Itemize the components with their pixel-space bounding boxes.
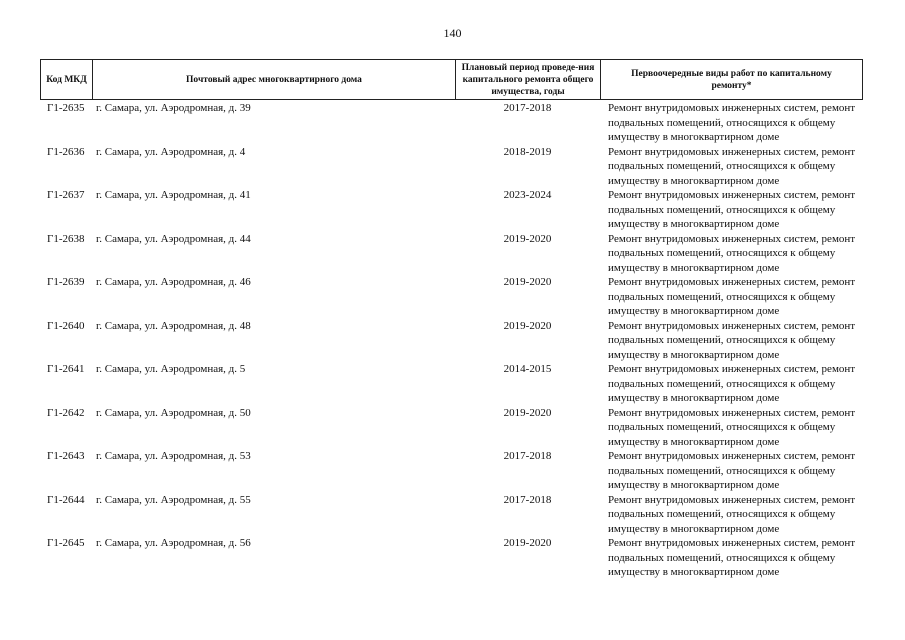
cell-code: Г1-2635	[47, 102, 85, 114]
table-row: Г1-2636 г. Самара, ул. Аэродромная, д. 4 2…	[40, 145, 863, 189]
cell-period: 2019-2020	[503, 319, 552, 332]
cell-works: Ремонт внутридомовых инженерных систем, …	[608, 102, 856, 143]
cell-works: Ремонт внутридомовых инженерных систем, …	[608, 319, 856, 361]
cell-period: 2019-2020	[503, 406, 552, 419]
cell-period: 2018-2019	[503, 145, 552, 158]
cell-code: Г1-2636	[47, 145, 85, 158]
table-row: Г1-2635 г. Самара, ул. Аэродромная, д. 39…	[40, 101, 863, 145]
table-row: Г1-2637 г. Самара, ул. Аэродромная, д. 41…	[40, 188, 863, 232]
header-address: Почтовый адрес многоквартирного дома	[93, 60, 456, 99]
cell-code: Г1-2644	[47, 493, 85, 506]
table-row: Г1-2645 г. Самара, ул. Аэродромная, д. 56…	[40, 536, 863, 580]
cell-address: г. Самара, ул. Аэродромная, д. 39	[96, 102, 251, 114]
cell-code: Г1-2645	[47, 537, 85, 549]
cell-code: Г1-2643	[47, 450, 85, 462]
cell-address: г. Самара, ул. Аэродромная, д. 41	[96, 189, 251, 201]
header-works: Первоочередные виды работ по капитальном…	[631, 68, 832, 91]
cell-code: Г1-2638	[47, 232, 85, 245]
cell-address: г. Самара, ул. Аэродромная, д. 5	[96, 363, 246, 375]
table-header: Код МКД Почтовый адрес многоквартирного …	[40, 59, 863, 100]
header-period: Плановый период проведе-ния капитального…	[456, 60, 601, 99]
cell-period: 2023-2024	[503, 189, 552, 201]
table-body: Г1-2635 г. Самара, ул. Аэродромная, д. 39…	[40, 101, 863, 580]
cell-code: Г1-2637	[47, 189, 85, 201]
cell-address: г. Самара, ул. Аэродромная, д. 4	[96, 145, 246, 158]
cell-works: Ремонт внутридомовых инженерных систем, …	[608, 189, 856, 230]
cell-code: Г1-2640	[47, 319, 85, 332]
cell-works: Ремонт внутридомовых инженерных систем, …	[608, 276, 856, 317]
cell-address: г. Самара, ул. Аэродромная, д. 48	[96, 319, 251, 332]
cell-address: г. Самара, ул. Аэродромная, д. 46	[96, 276, 251, 288]
cell-works: Ремонт внутридомовых инженерных систем, …	[608, 145, 856, 187]
cell-period: 2017-2018	[503, 102, 552, 114]
cell-period: 2019-2020	[503, 276, 552, 288]
cell-period: 2019-2020	[503, 232, 552, 245]
cell-address: г. Самара, ул. Аэродромная, д. 55	[96, 493, 251, 506]
cell-period: 2017-2018	[503, 450, 552, 462]
table-row: Г1-2641 г. Самара, ул. Аэродромная, д. 5 2…	[40, 362, 863, 406]
cell-works: Ремонт внутридомовых инженерных систем, …	[608, 363, 856, 404]
table-row: Г1-2640 г. Самара, ул. Аэродромная, д. 48…	[40, 319, 863, 363]
page-number: 140	[443, 26, 462, 40]
cell-address: г. Самара, ул. Аэродромная, д. 56	[96, 537, 251, 549]
table-row: Г1-2638 г. Самара, ул. Аэродромная, д. 44…	[40, 232, 863, 276]
cell-works: Ремонт внутридомовых инженерных систем, …	[608, 232, 856, 274]
cell-period: 2014-2015	[503, 363, 552, 375]
cell-code: Г1-2641	[47, 363, 85, 375]
table-row: Г1-2644 г. Самара, ул. Аэродромная, д. 55…	[40, 493, 863, 537]
cell-works: Ремонт внутридомовых инженерных систем, …	[608, 450, 856, 491]
cell-address: г. Самара, ул. Аэродромная, д. 44	[96, 232, 251, 245]
cell-address: г. Самара, ул. Аэродромная, д. 50	[96, 406, 251, 419]
cell-works: Ремонт внутридомовых инженерных систем, …	[608, 406, 856, 448]
header-code: Код МКД	[41, 60, 93, 99]
cell-address: г. Самара, ул. Аэродромная, д. 53	[96, 450, 251, 462]
cell-works: Ремонт внутридомовых инженерных систем, …	[608, 493, 856, 535]
table-row: Г1-2643 г. Самара, ул. Аэродромная, д. 53…	[40, 449, 863, 493]
cell-code: Г1-2642	[47, 406, 85, 419]
table-row: Г1-2642 г. Самара, ул. Аэродромная, д. 50…	[40, 406, 863, 450]
table-row: Г1-2639 г. Самара, ул. Аэродромная, д. 46…	[40, 275, 863, 319]
cell-period: 2019-2020	[503, 537, 552, 549]
cell-code: Г1-2639	[47, 276, 85, 288]
cell-works: Ремонт внутридомовых инженерных систем, …	[608, 537, 856, 578]
cell-period: 2017-2018	[503, 493, 552, 506]
